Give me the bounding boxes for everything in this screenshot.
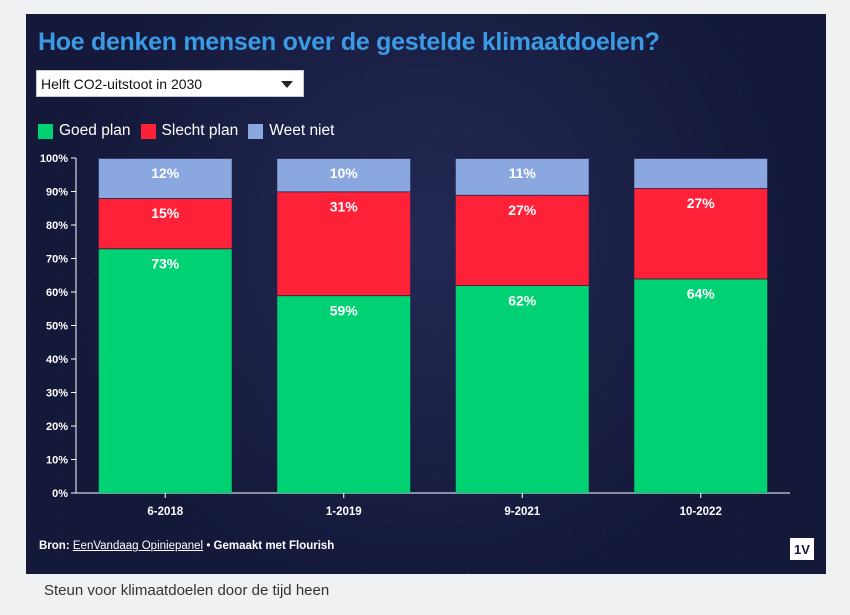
y-tick-label: 20% <box>46 421 68 433</box>
bar-segment <box>277 295 411 493</box>
legend-label: Slecht plan <box>161 122 239 139</box>
y-tick-label: 40% <box>46 354 68 366</box>
x-tick-label: 6-2018 <box>147 506 183 518</box>
x-tick-label: 1-2019 <box>326 506 362 518</box>
bar-segment <box>98 198 232 249</box>
x-tick-label: 10-2022 <box>680 506 722 518</box>
legend-label: Goed plan <box>59 122 131 139</box>
bar-data-label: 62% <box>508 292 537 308</box>
legend-item-0[interactable]: Goed plan <box>38 122 131 140</box>
y-tick-label: 50% <box>46 321 68 333</box>
y-tick-label: 10% <box>46 455 68 467</box>
bar-data-label: 11% <box>509 165 537 181</box>
bar-segment <box>98 158 232 199</box>
bar-data-label: 15% <box>151 205 180 221</box>
dropdown-selected-value: Helft CO2-uitstoot in 2030 <box>41 76 203 92</box>
bar-segment <box>277 158 411 192</box>
legend-swatch <box>140 123 156 139</box>
bar-data-label: 27% <box>508 202 537 218</box>
bar-segment <box>634 158 768 189</box>
legend-swatch <box>38 123 53 139</box>
bar-data-label: 73% <box>151 255 180 271</box>
bar-data-label: 64% <box>687 286 716 302</box>
legend-label: Weet niet <box>269 122 335 139</box>
bar-data-label: 27% <box>687 195 716 211</box>
legend-swatch <box>248 123 264 139</box>
bar-segment <box>455 285 589 493</box>
bar-segment <box>277 191 411 296</box>
figure-caption: Steun voor klimaatdoelen door de tijd he… <box>44 582 330 599</box>
y-tick-label: 100% <box>40 153 68 165</box>
bar-segment <box>634 278 768 493</box>
chart-panel: Hoe denken mensen over de gestelde klima… <box>26 14 826 574</box>
bar-data-label: 12% <box>151 165 180 181</box>
y-tick-label: 80% <box>46 220 68 232</box>
bar-segment <box>455 194 589 286</box>
chart-legend: Goed plan Slecht plan Weet niet <box>38 121 334 141</box>
eenvandaag-logo: 1V <box>790 538 814 560</box>
bar-segment <box>455 158 589 195</box>
y-tick-label: 30% <box>46 388 68 400</box>
y-tick-label: 0% <box>52 488 68 500</box>
source-separator: • <box>206 540 211 552</box>
chevron-down-icon[interactable] <box>281 81 293 88</box>
bar-segment <box>634 188 768 279</box>
source-line: Bron: EenVandaag Opiniepanel • Gemaakt m… <box>39 540 334 552</box>
bar-data-label: 10% <box>330 165 359 181</box>
bar-data-label: 59% <box>330 302 359 318</box>
source-link[interactable]: EenVandaag Opiniepanel <box>72 540 204 552</box>
legend-item-2[interactable]: Weet niet <box>248 122 334 140</box>
x-tick-label: 9-2021 <box>504 506 540 518</box>
y-tick-label: 60% <box>46 287 68 299</box>
stacked-bar-chart: 0% 10% 20% 30% 40% 50% 60% 70% 80% 90% 100% 73% 15% 1… <box>40 153 790 518</box>
chart-title: Hoe denken mensen over de gestelde klima… <box>38 28 660 56</box>
legend-item-1[interactable]: Slecht plan <box>140 122 239 140</box>
measure-dropdown[interactable]: Helft CO2-uitstoot in 2030 <box>36 70 304 97</box>
bar-segment <box>98 248 232 493</box>
y-tick-label: 90% <box>46 187 68 199</box>
y-tick-label: 70% <box>46 254 68 266</box>
made-with-flourish[interactable]: Gemaakt met Flourish <box>213 540 335 552</box>
bar-data-label: 31% <box>330 199 359 215</box>
source-label: Bron: <box>39 540 70 552</box>
